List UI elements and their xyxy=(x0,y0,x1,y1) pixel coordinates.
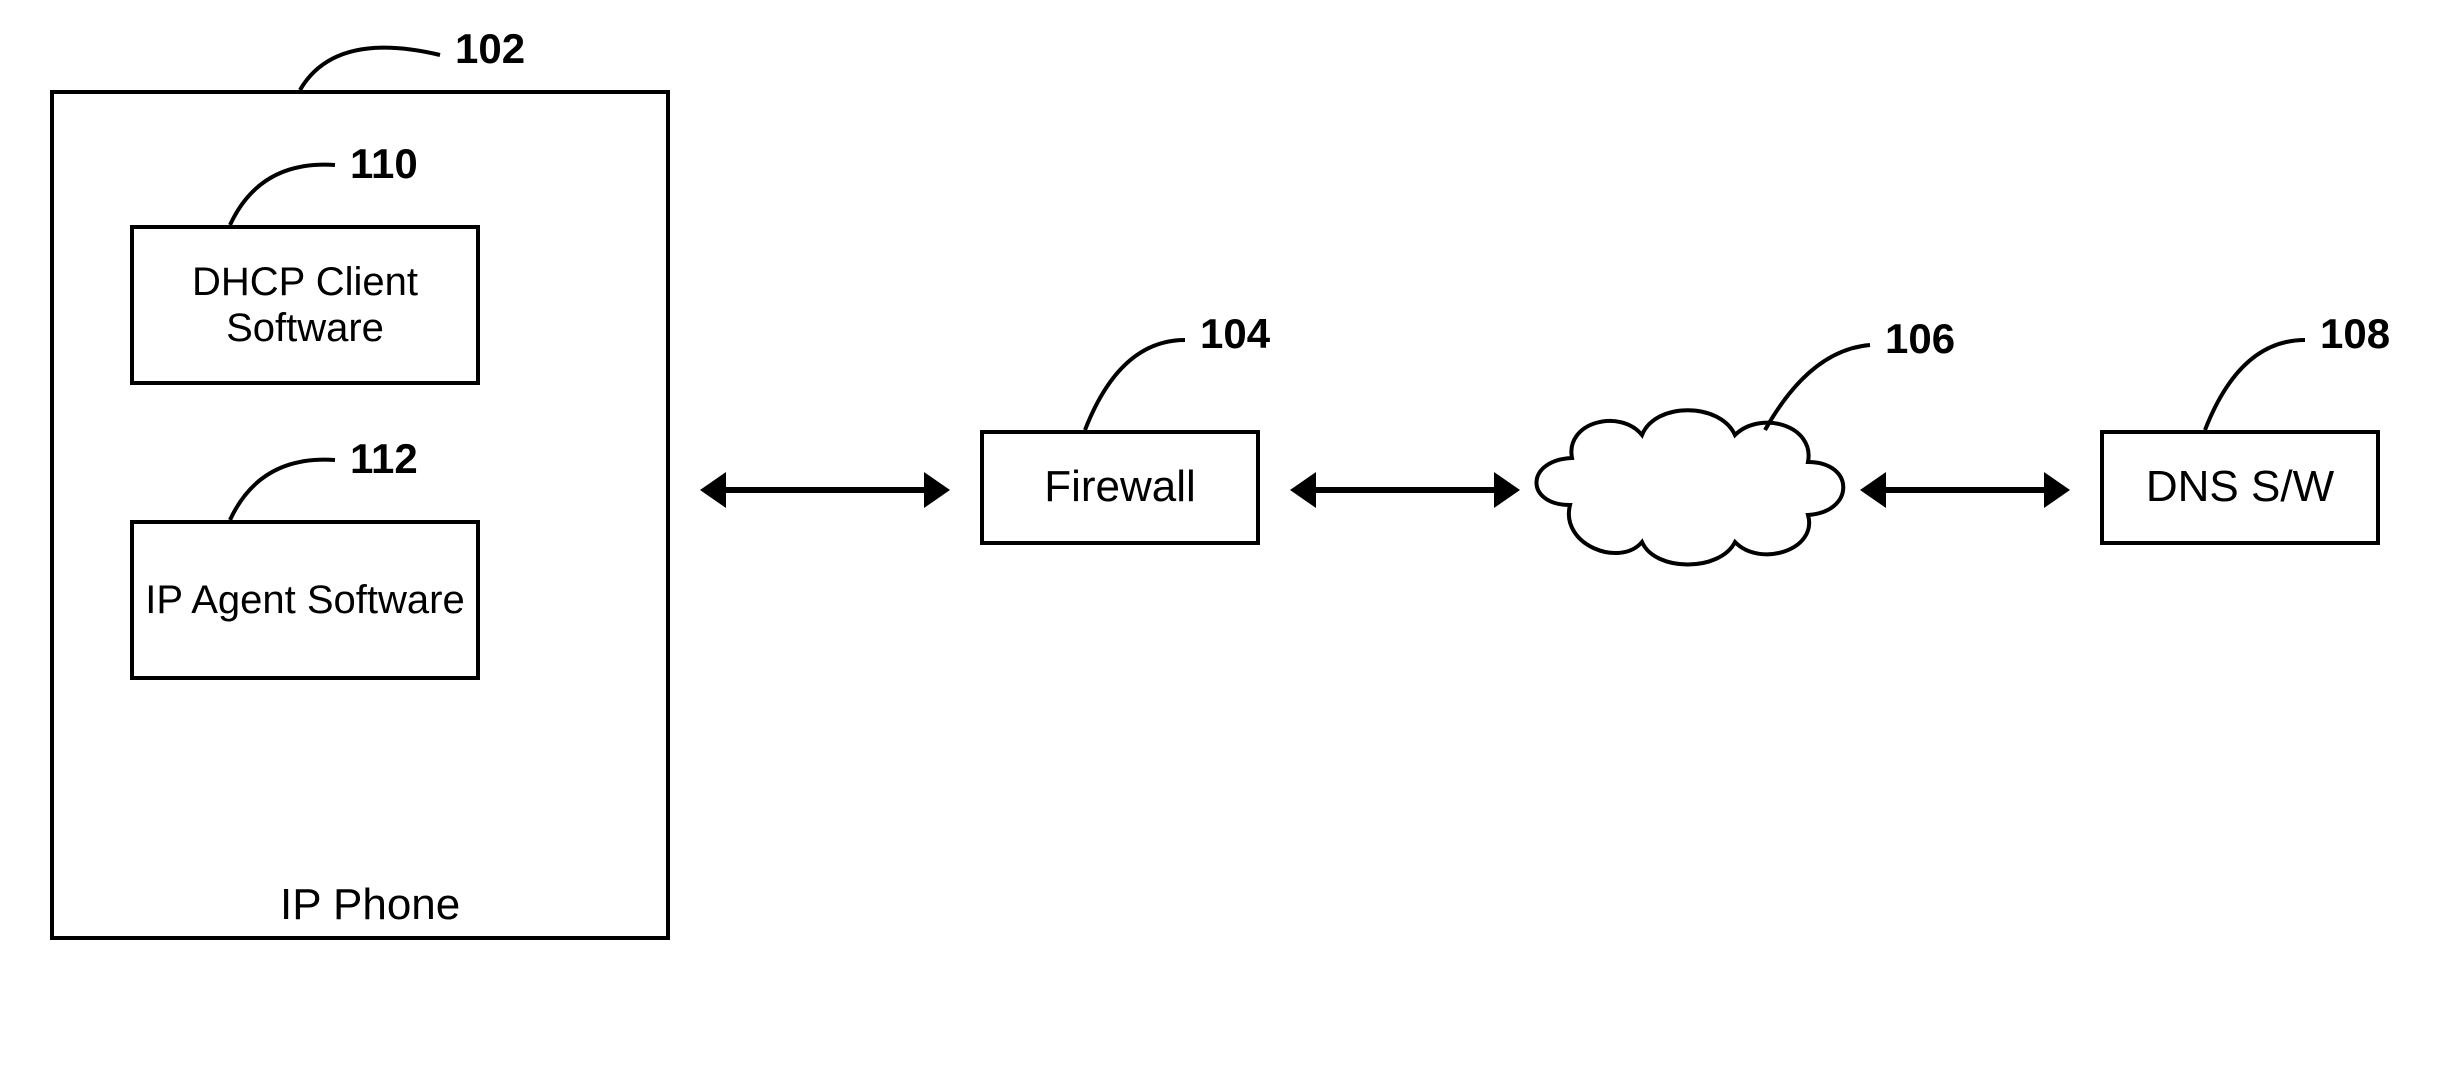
network-label: Network xyxy=(1638,472,1748,506)
ip-agent-box: IP Agent Software xyxy=(130,520,480,680)
ip-phone-title: IP Phone xyxy=(280,880,460,930)
ref-102: 102 xyxy=(455,25,525,73)
ip-phone-box xyxy=(50,90,670,940)
ip-agent-label: IP Agent Software xyxy=(145,577,464,623)
ref-106: 106 xyxy=(1885,315,1955,363)
ref-110: 110 xyxy=(350,140,418,188)
dns-label: DNS S/W xyxy=(2146,462,2334,513)
firewall-label: Firewall xyxy=(1044,462,1196,513)
ref-108: 108 xyxy=(2320,310,2390,358)
ref-104: 104 xyxy=(1200,310,1270,358)
firewall-box: Firewall xyxy=(980,430,1260,545)
dns-box: DNS S/W xyxy=(2100,430,2380,545)
dhcp-label: DHCP ClientSoftware xyxy=(192,259,418,351)
ref-112: 112 xyxy=(350,435,418,483)
dhcp-box: DHCP ClientSoftware xyxy=(130,225,480,385)
